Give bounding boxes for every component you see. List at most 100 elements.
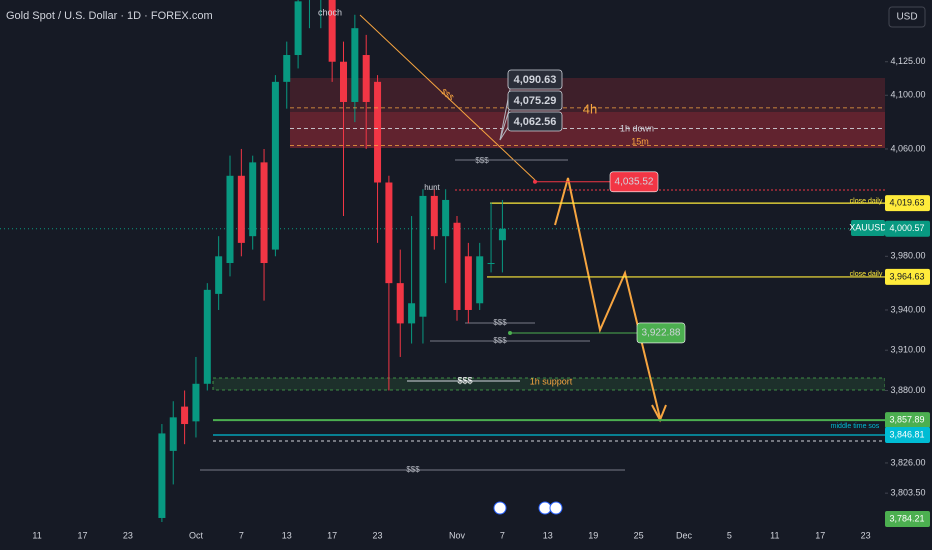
candle-body xyxy=(408,303,416,324)
x-tick-label: 25 xyxy=(634,530,644,540)
x-tick-label: Oct xyxy=(189,530,204,540)
annotation: 1h down xyxy=(620,123,654,133)
price-tag xyxy=(885,268,930,285)
events xyxy=(493,501,563,515)
price-tag xyxy=(885,412,930,429)
candle-body xyxy=(226,175,234,264)
x-tick-label: 7 xyxy=(500,530,505,540)
candle-body xyxy=(442,199,450,237)
price-tag-label: 3,857.89 xyxy=(889,415,924,425)
annotation: choch xyxy=(318,7,342,17)
annotation: $$$ xyxy=(475,156,489,165)
price-tag xyxy=(885,511,930,528)
y-tick-label: 3,910.00 xyxy=(890,345,925,355)
candle-body xyxy=(498,228,506,241)
candle-body xyxy=(419,195,427,317)
candle-body xyxy=(192,383,200,422)
time-axis xyxy=(0,522,932,550)
price-tag-label: 3,784.21 xyxy=(889,513,924,523)
currency-box[interactable] xyxy=(888,6,926,28)
y-tick-label: 3,803.50 xyxy=(890,488,925,498)
trendline xyxy=(359,14,536,181)
annotation: $$$ xyxy=(457,375,472,385)
annotation: $$$ xyxy=(406,465,420,474)
price-tag-label: 4,000.57 xyxy=(889,223,924,233)
price-tag xyxy=(885,427,930,444)
x-tick-label: 23 xyxy=(123,530,133,540)
zone-1h xyxy=(290,112,885,148)
chart-tag xyxy=(636,322,686,344)
price-tag-label: 3,846.81 xyxy=(889,429,924,439)
callout-label: 4,090.63 xyxy=(514,74,557,86)
tag-dot xyxy=(508,330,512,335)
y-tick-label: 3,880.00 xyxy=(890,385,925,395)
x-tick-label: 7 xyxy=(239,530,244,540)
candle-body xyxy=(374,81,382,183)
candle-body xyxy=(396,283,404,324)
annotation: $$$ xyxy=(493,336,507,345)
y-tick-label: 3,940.00 xyxy=(890,304,925,314)
y-tick-label: 3,980.00 xyxy=(890,251,925,261)
event-icon[interactable] xyxy=(493,501,507,515)
chart-title: Gold Spot / U.S. Dollar · 1D · FOREX.com xyxy=(6,10,213,22)
callout xyxy=(507,69,563,90)
x-tick-label: Nov xyxy=(449,530,466,540)
candle-body xyxy=(328,0,336,62)
candle-body xyxy=(249,162,257,237)
candle-body xyxy=(181,406,189,425)
candle-body xyxy=(430,195,438,237)
candle-body xyxy=(351,28,359,102)
candle-body xyxy=(158,433,166,518)
projection xyxy=(554,177,661,419)
tag-dot xyxy=(533,179,537,184)
annotation: middle time sos xyxy=(831,423,880,430)
annotation: XAUUSD xyxy=(849,222,887,232)
y-tick-label: 4,100.00 xyxy=(890,90,925,100)
callout-label: 4,075.29 xyxy=(514,95,557,107)
candle-body xyxy=(487,263,495,265)
candle-body xyxy=(453,222,461,310)
price-tag-label: 4,019.63 xyxy=(889,197,924,207)
candle-body xyxy=(283,55,291,82)
annotation: 15m xyxy=(631,136,649,146)
candle-body xyxy=(340,61,347,102)
price-tag xyxy=(885,195,930,212)
x-tick-label: 17 xyxy=(327,530,337,540)
callout xyxy=(507,90,563,111)
x-tick-label: 11 xyxy=(32,530,41,540)
y-tick-label: 4,060.00 xyxy=(890,143,925,153)
zone-4h xyxy=(290,78,885,148)
annotation: 4h xyxy=(583,101,597,116)
event-icon[interactable] xyxy=(549,501,563,515)
annotation: close daily xyxy=(850,271,883,278)
candle-body xyxy=(215,256,223,294)
callout xyxy=(507,111,563,132)
annotation: $$$ xyxy=(493,318,507,327)
candle-body xyxy=(385,182,393,284)
chart-tag-label: 4,035.52 xyxy=(615,176,654,187)
x-tick-label: 5 xyxy=(727,530,732,540)
x-tick-label: 11 xyxy=(770,530,779,540)
x-tick-label: 13 xyxy=(543,530,553,540)
chart-tag xyxy=(609,171,659,193)
x-tick-label: Dec xyxy=(676,530,693,540)
y-tick-label: 3,826.00 xyxy=(890,457,925,467)
annotation: 1h support xyxy=(530,376,573,386)
y-tick-label: 4,125.00 xyxy=(890,56,925,66)
chart-tag-label: 3,922.88 xyxy=(642,328,681,339)
candle-body xyxy=(464,256,472,310)
candle-body xyxy=(271,81,279,250)
candle-body xyxy=(169,417,177,451)
x-tick-label: 17 xyxy=(815,530,825,540)
callout-label: 4,062.56 xyxy=(514,116,557,128)
x-tick-label: 23 xyxy=(373,530,383,540)
symbol-tag xyxy=(851,220,885,236)
x-tick-label: 13 xyxy=(282,530,292,540)
event-icon[interactable] xyxy=(538,501,552,515)
candle-body xyxy=(362,55,370,102)
annotation: hunt xyxy=(424,183,440,192)
annotation: close daily xyxy=(850,198,883,205)
currency[interactable]: USD xyxy=(896,12,917,23)
price-tag-label: 3,964.63 xyxy=(889,271,924,281)
